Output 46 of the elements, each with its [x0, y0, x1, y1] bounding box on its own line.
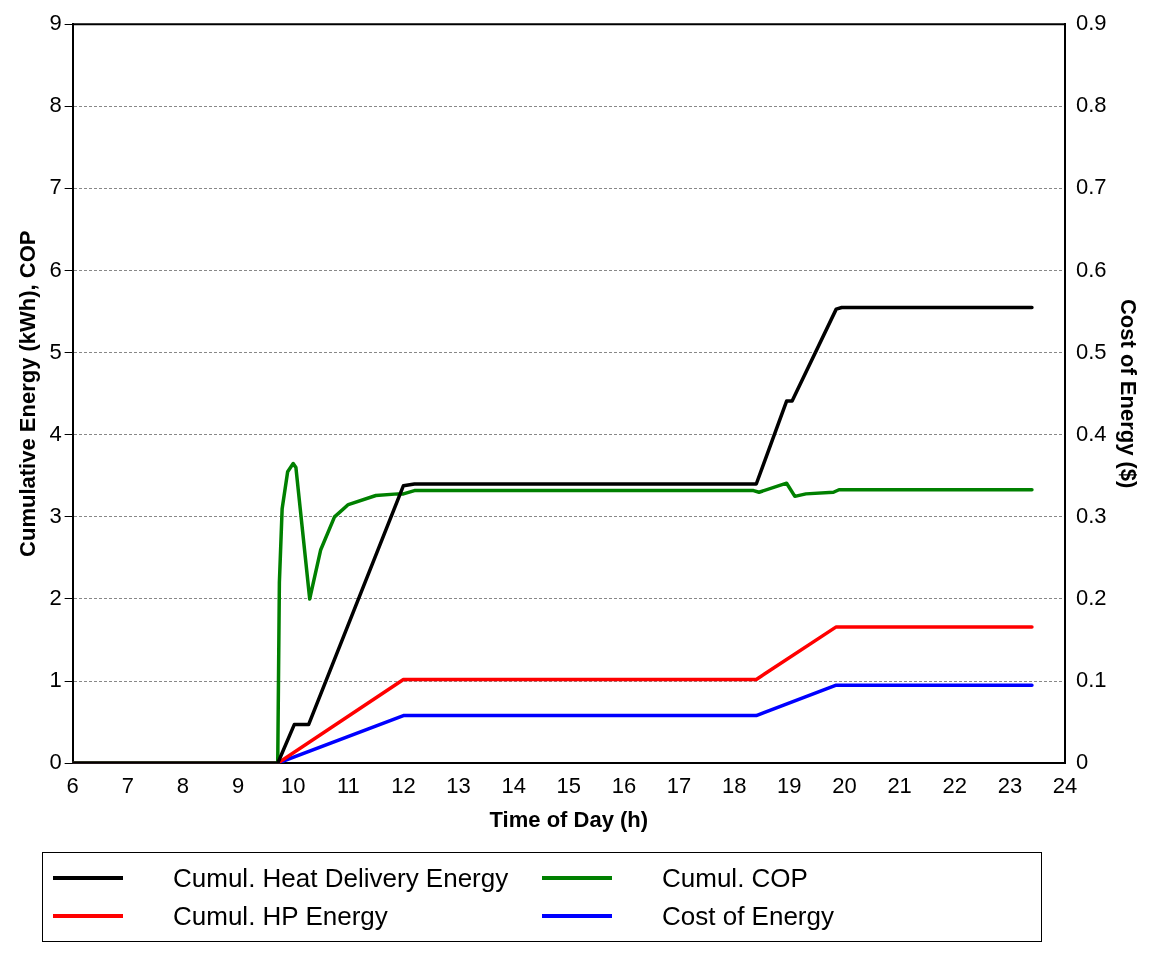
y-tick-label: 4	[49, 420, 62, 446]
legend-label: Cumul. Heat Delivery Energy	[173, 862, 509, 894]
legend-label: Cumul. HP Energy	[173, 900, 388, 932]
x-tick-label: 9	[231, 773, 245, 799]
x-tick-label: 18	[721, 773, 747, 799]
x-tick-label: 11	[336, 773, 360, 799]
y2-tick-label: 0.4	[1076, 420, 1107, 446]
x-axis-title: Time of Day (h)	[489, 806, 649, 832]
y2-tick-label: 0.3	[1076, 502, 1107, 528]
x-tick-label: 22	[942, 773, 967, 799]
x-tick-label: 23	[997, 773, 1023, 799]
y2-tick-label: 0.7	[1076, 174, 1107, 200]
y-tick-label: 3	[49, 502, 62, 528]
x-tick-label: 8	[176, 773, 190, 799]
y2-tick-label: 0.8	[1076, 92, 1107, 118]
y2-tick-label: 0.6	[1076, 256, 1107, 282]
y2-tick-label: 0.9	[1076, 10, 1107, 36]
y2-tick-label: 0.1	[1076, 667, 1107, 693]
x-tick-label: 13	[446, 773, 471, 799]
y-tick-label: 1	[49, 667, 62, 693]
x-tick-label: 17	[666, 773, 692, 799]
y-axis-title: Cumulative Energy (kWh), COP	[15, 230, 41, 557]
x-tick-label: 19	[777, 773, 802, 799]
y2-tick-label: 0.5	[1076, 338, 1107, 364]
y2-axis-title: Cost of Energy ($)	[1115, 298, 1141, 489]
y-tick-label: 8	[49, 92, 62, 118]
y-tick-label: 6	[49, 256, 62, 282]
x-tick-label: 21	[887, 773, 912, 799]
x-tick-label: 14	[501, 773, 526, 799]
y-tick-label: 7	[49, 174, 62, 200]
x-tick-label: 20	[832, 773, 857, 799]
legend-label: Cumul. COP	[662, 862, 808, 894]
x-tick-label: 10	[280, 773, 306, 799]
x-tick-label: 24	[1052, 773, 1078, 799]
y-tick-label: 9	[49, 10, 62, 36]
x-tick-label: 12	[391, 773, 416, 799]
y-tick-label: 2	[49, 585, 62, 611]
x-tick-label: 6	[66, 773, 79, 799]
legend-label: Cost of Energy	[662, 900, 834, 932]
y-tick-label: 5	[49, 338, 62, 364]
y2-tick-label: 0	[1076, 749, 1089, 775]
x-tick-label: 15	[556, 773, 582, 799]
y2-tick-label: 0.2	[1076, 585, 1107, 611]
x-tick-label: 16	[611, 773, 637, 799]
x-tick-label: 7	[121, 773, 134, 799]
y-tick-label: 0	[49, 749, 62, 775]
